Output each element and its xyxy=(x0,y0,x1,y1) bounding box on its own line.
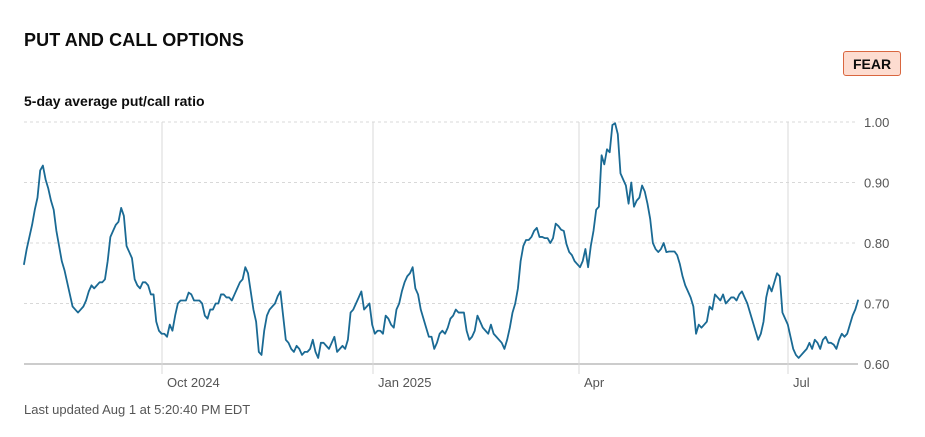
series-line xyxy=(23,122,859,359)
y-tick-label: 0.70 xyxy=(864,297,889,312)
last-updated: Last updated Aug 1 at 5:20:40 PM EDT xyxy=(24,402,251,417)
page-title: PUT AND CALL OPTIONS xyxy=(24,30,245,50)
y-tick-label: 0.60 xyxy=(864,357,889,372)
y-tick-label: 1.00 xyxy=(864,115,889,130)
y-tick-label: 0.90 xyxy=(864,176,889,191)
grid-lines xyxy=(24,121,858,374)
x-tick-label: Jul xyxy=(793,375,810,390)
axis-ticks: 1.00 0.90 0.80 0.70 0.60 Oct 2024 Jan 2025 Apr J… xyxy=(167,115,889,390)
sentiment-badge: FEAR xyxy=(843,51,901,76)
y-tick-label: 0.80 xyxy=(864,236,889,251)
chart-title: 5-day average put/call ratio xyxy=(24,93,205,109)
x-tick-label: Jan 2025 xyxy=(378,375,432,390)
x-tick-label: Apr xyxy=(584,375,605,390)
x-tick-label: Oct 2024 xyxy=(167,375,220,390)
